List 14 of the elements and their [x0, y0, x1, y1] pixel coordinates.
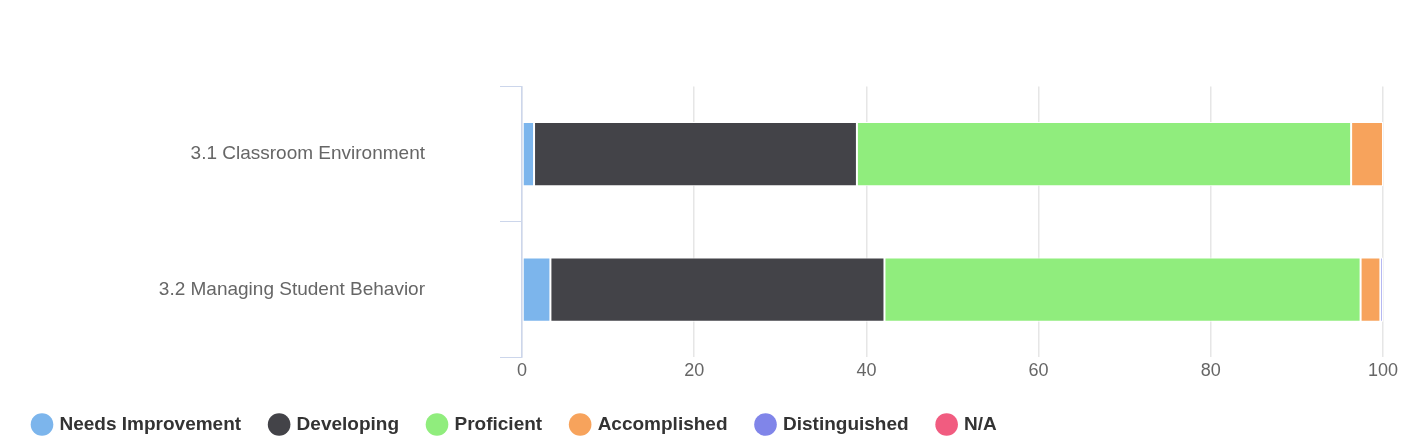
legend-label: Accomplished [597, 412, 728, 434]
legend-label: Developing [296, 412, 400, 434]
legend-label: Needs Improvement [59, 412, 242, 434]
x-tick-label: 80 [1200, 360, 1221, 381]
y-tick-label: 3.2 Managing Student Behavior [158, 277, 426, 299]
x-tick-label: 100 [1367, 360, 1399, 381]
x-tick-label: 40 [856, 360, 877, 381]
x-tick-label: 20 [684, 360, 705, 381]
x-tick-label: 0 [516, 360, 528, 381]
x-tick-label: 60 [1028, 360, 1049, 381]
y-tick-label: 3.1 Classroom Environment [190, 142, 426, 164]
legend-label: Distinguished [783, 412, 909, 434]
legend-label: N/A [964, 412, 998, 434]
legend-label: Proficient [454, 412, 543, 434]
